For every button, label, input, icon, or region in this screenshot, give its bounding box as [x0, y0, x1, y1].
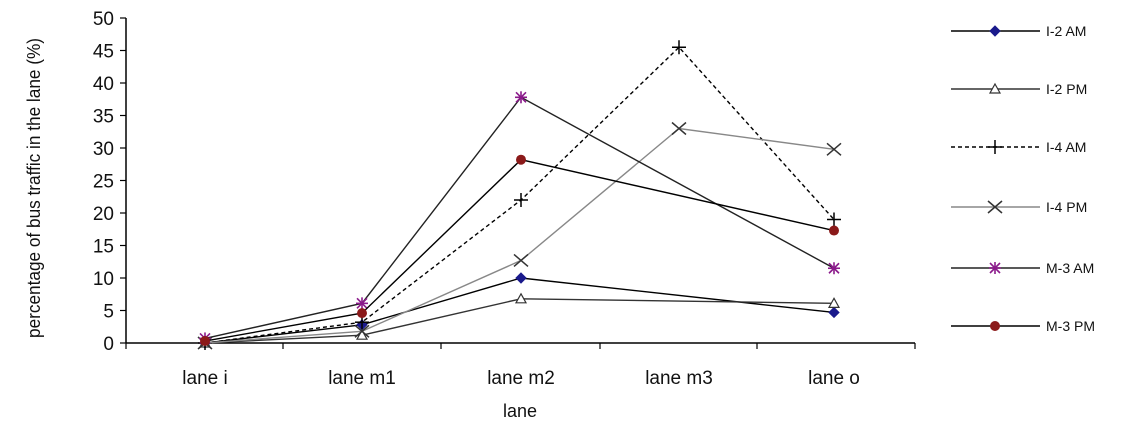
legend-label: I-4 AM: [1046, 139, 1086, 155]
legend-item: I-2 AM: [951, 23, 1086, 39]
y-tick-label: 25: [93, 172, 114, 193]
data-point: [827, 212, 841, 227]
series-i-4-pm: [197, 121, 842, 350]
data-point: [516, 154, 526, 165]
x-tick-label: lane o: [808, 368, 860, 389]
data-point: [827, 297, 841, 308]
legend-item: I-2 PM: [951, 81, 1087, 97]
series-m-3-am: [199, 91, 840, 345]
legend-marker: [988, 82, 1002, 94]
legend-marker: [988, 140, 1002, 154]
x-tick-label: lane m2: [487, 368, 555, 389]
legend-label: M-3 PM: [1046, 318, 1095, 334]
data-point: [514, 193, 528, 207]
legend-label: I-4 PM: [1046, 199, 1087, 215]
series-line: [204, 158, 835, 342]
x-axis-title: lane: [503, 401, 537, 421]
y-tick-label: 15: [93, 237, 114, 258]
series-line: [204, 277, 835, 344]
legend-item: I-4 AM: [951, 139, 1086, 155]
y-tick-label: 45: [93, 42, 114, 63]
data-point: [672, 40, 686, 55]
x-tick-label: lane i: [182, 368, 227, 389]
legend-label: I-2 AM: [1046, 23, 1086, 39]
data-point: [515, 272, 527, 284]
data-point: [514, 292, 528, 304]
legend-item: M-3 PM: [951, 318, 1095, 334]
data-point: [357, 308, 367, 319]
legend-marker: [989, 262, 1001, 274]
y-axis-title: percentage of bus traffic in the lane (%…: [24, 38, 44, 338]
y-tick-label: 10: [93, 269, 114, 290]
legend-item: I-4 PM: [951, 199, 1087, 215]
legend-marker: [989, 25, 1001, 37]
series-layer: [197, 40, 842, 350]
data-point: [826, 142, 842, 156]
legend-item: M-3 AM: [951, 260, 1094, 276]
series-line: [204, 96, 835, 340]
y-tick-label: 40: [93, 74, 114, 95]
data-point: [515, 91, 527, 104]
legend-marker: [990, 321, 1000, 331]
x-tick-label: lane m3: [645, 368, 713, 389]
legend-marker: [987, 200, 1003, 214]
legend-label: M-3 AM: [1046, 260, 1094, 276]
y-tick-label: 50: [93, 9, 114, 30]
data-point: [356, 297, 368, 310]
legend: I-2 AM I-2 PM I-4 AM I-4 PM M-3 AM M-3 PM: [951, 23, 1095, 334]
data-point: [354, 324, 370, 338]
series-i-4-am: [198, 40, 841, 350]
y-tick-label: 5: [103, 302, 114, 323]
data-point: [200, 336, 210, 347]
data-point: [671, 121, 687, 136]
data-point: [513, 253, 529, 268]
series-line: [204, 298, 835, 344]
legend-label: I-2 PM: [1046, 81, 1087, 97]
x-ticks: lane i lane m1 lane m2 lane m3 lane o: [125, 343, 916, 389]
data-point: [355, 328, 369, 340]
y-tick-label: 35: [93, 107, 114, 128]
y-ticks: 0 5 10 15 20 25 30 35 40 45 50: [93, 9, 126, 355]
y-tick-label: 30: [93, 139, 114, 160]
data-point: [828, 262, 840, 275]
x-tick-label: lane m1: [328, 368, 396, 389]
y-tick-label: 0: [103, 334, 114, 355]
series-m-3-pm: [200, 154, 839, 347]
y-tick-label: 20: [93, 204, 114, 225]
data-point: [828, 306, 840, 319]
series-i-2-pm: [198, 292, 841, 348]
data-point: [829, 225, 839, 236]
